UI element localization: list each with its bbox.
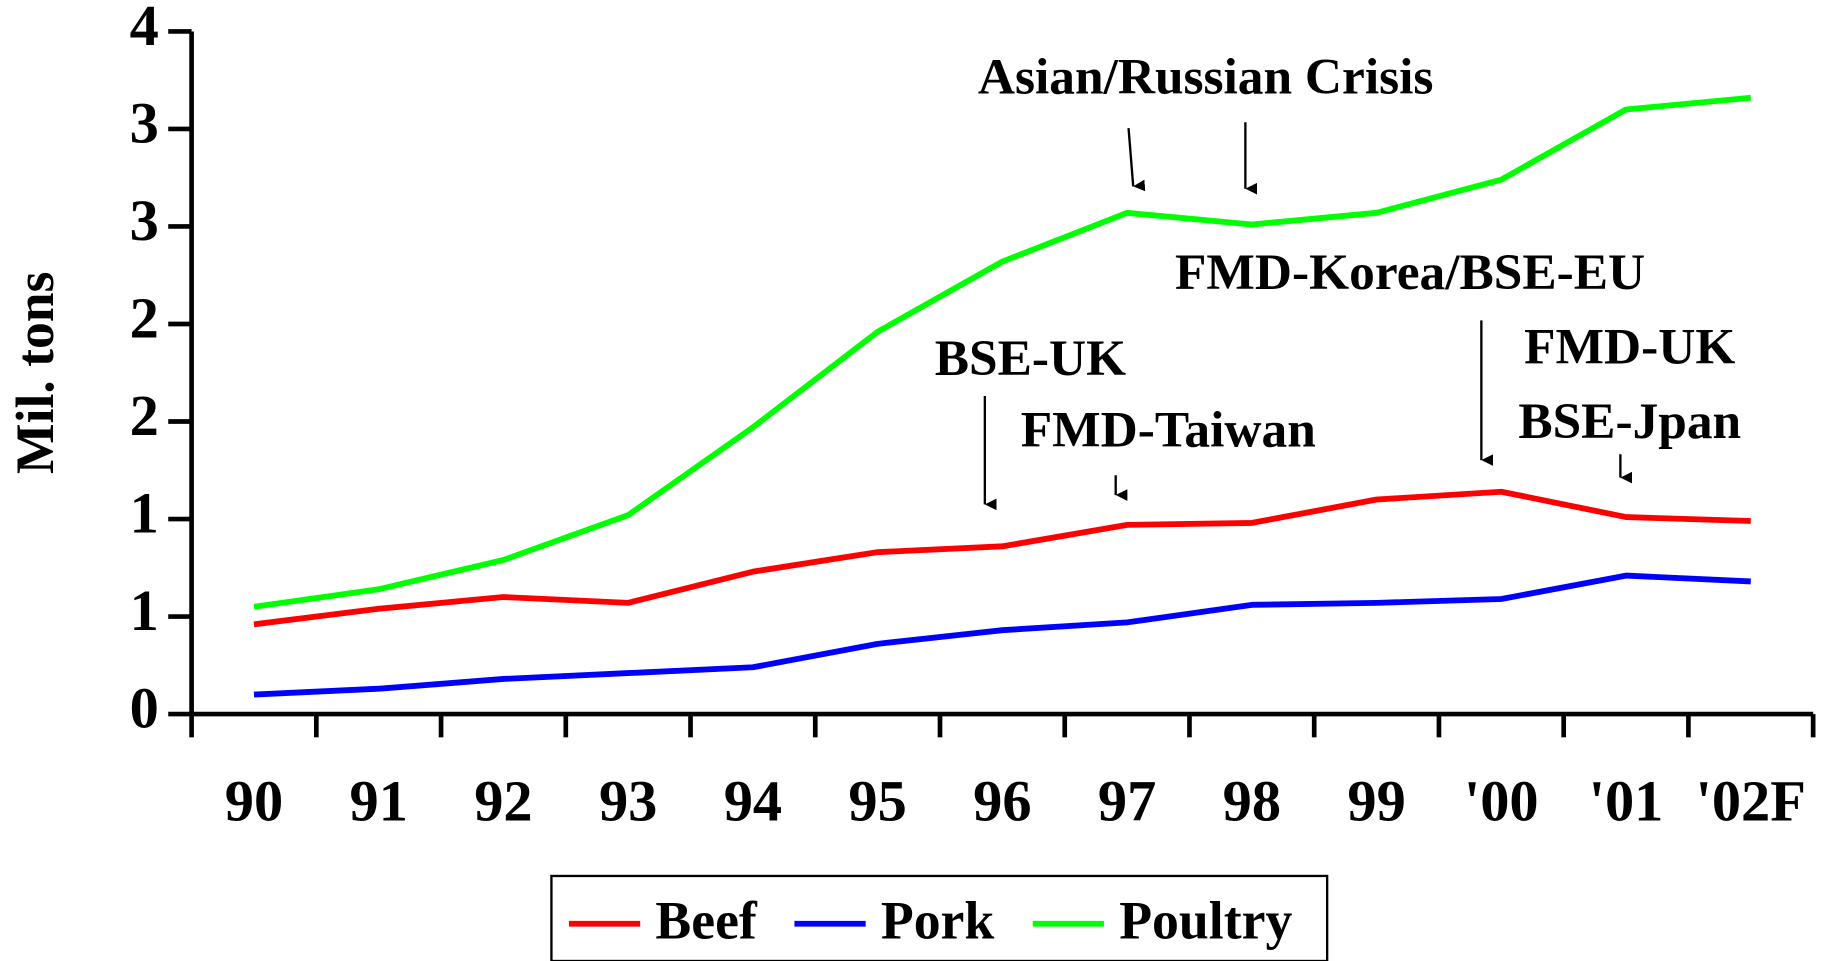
x-tick-label: '00 [1464, 769, 1539, 834]
annotation: FMD-Taiwan [1021, 401, 1316, 458]
series-line [253, 94, 1752, 610]
legend-label: Pork [881, 890, 995, 950]
legend-label: Beef [655, 890, 758, 950]
x-tick-label: 93 [599, 769, 657, 834]
y-tick-label: 1 [130, 480, 159, 545]
x-tick-label: 90 [225, 769, 283, 834]
annotation: BSE-Jpan [1518, 393, 1741, 450]
annotation-arrows [983, 122, 1633, 511]
x-tick-label: 98 [1223, 769, 1281, 834]
legend-box [550, 874, 1329, 961]
series-line [253, 488, 1751, 628]
x-tick-label: 99 [1347, 769, 1405, 834]
y-tick-label: 4 [130, 0, 159, 58]
x-tick-label: 94 [724, 769, 782, 834]
series-line [253, 572, 1751, 698]
annotation: BSE-UK [935, 330, 1126, 387]
y-tick-label: 3 [130, 188, 159, 253]
y-tick-label: 2 [130, 285, 159, 350]
y-axis-label: Mil. tons [5, 272, 65, 474]
arrow [1127, 128, 1146, 192]
y-tick-label: 0 [130, 675, 159, 740]
y-tick-label: 1 [130, 578, 159, 643]
x-tick-label: 97 [1098, 769, 1156, 834]
y-tick-label: 3 [130, 90, 159, 155]
x-tick-label: 91 [349, 769, 407, 834]
y-tick-label: 2 [130, 383, 159, 448]
annotation: FMD-UK [1524, 319, 1735, 376]
annotation: FMD-Korea/BSE-EU [1175, 244, 1645, 301]
x-tick-label: '01 [1589, 769, 1664, 834]
legend-label: Poultry [1119, 890, 1292, 950]
x-tick-label: 92 [474, 769, 532, 834]
x-tick-label: 95 [848, 769, 906, 834]
annotation: Asian/Russian Crisis [978, 48, 1433, 105]
x-tick-label: 96 [973, 769, 1031, 834]
x-tick-label: '02F [1696, 769, 1806, 834]
